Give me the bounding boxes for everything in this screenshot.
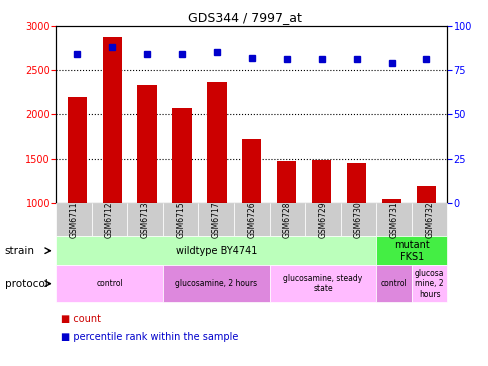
Bar	[137, 85, 156, 203]
Text: ■ count: ■ count	[61, 314, 101, 324]
Text: GSM6726: GSM6726	[247, 201, 256, 238]
Text: GSM6717: GSM6717	[211, 201, 220, 238]
Bar	[67, 97, 87, 203]
Text: glucosamine, 2 hours: glucosamine, 2 hours	[175, 279, 257, 288]
Bar	[242, 139, 261, 203]
Bar	[416, 186, 435, 203]
Text: GSM6731: GSM6731	[389, 201, 398, 238]
Text: mutant
FKS1: mutant FKS1	[393, 240, 429, 262]
Text: glucosamine, steady
state: glucosamine, steady state	[283, 274, 362, 294]
Text: strain: strain	[5, 246, 35, 256]
Text: ■ percentile rank within the sample: ■ percentile rank within the sample	[61, 332, 238, 342]
Text: GSM6715: GSM6715	[176, 201, 185, 238]
Text: control: control	[380, 279, 407, 288]
Text: GSM6730: GSM6730	[353, 201, 362, 238]
Text: GSM6732: GSM6732	[424, 201, 433, 238]
Bar	[381, 199, 400, 203]
Text: GSM6729: GSM6729	[318, 201, 327, 238]
Bar	[346, 163, 366, 203]
Bar	[102, 37, 122, 203]
Text: GSM6712: GSM6712	[105, 201, 114, 238]
Text: GSM6713: GSM6713	[141, 201, 149, 238]
Text: control: control	[96, 279, 122, 288]
Text: protocol: protocol	[5, 279, 47, 289]
Text: GSM6728: GSM6728	[283, 201, 291, 238]
Text: GDS344 / 7997_at: GDS344 / 7997_at	[187, 11, 301, 24]
Bar	[277, 161, 296, 203]
Bar	[207, 82, 226, 203]
Bar	[172, 108, 191, 203]
Text: GSM6711: GSM6711	[69, 201, 79, 238]
Text: wildtype BY4741: wildtype BY4741	[175, 246, 256, 256]
Bar	[311, 160, 330, 203]
Text: glucosa
mine, 2
hours: glucosa mine, 2 hours	[414, 269, 444, 299]
